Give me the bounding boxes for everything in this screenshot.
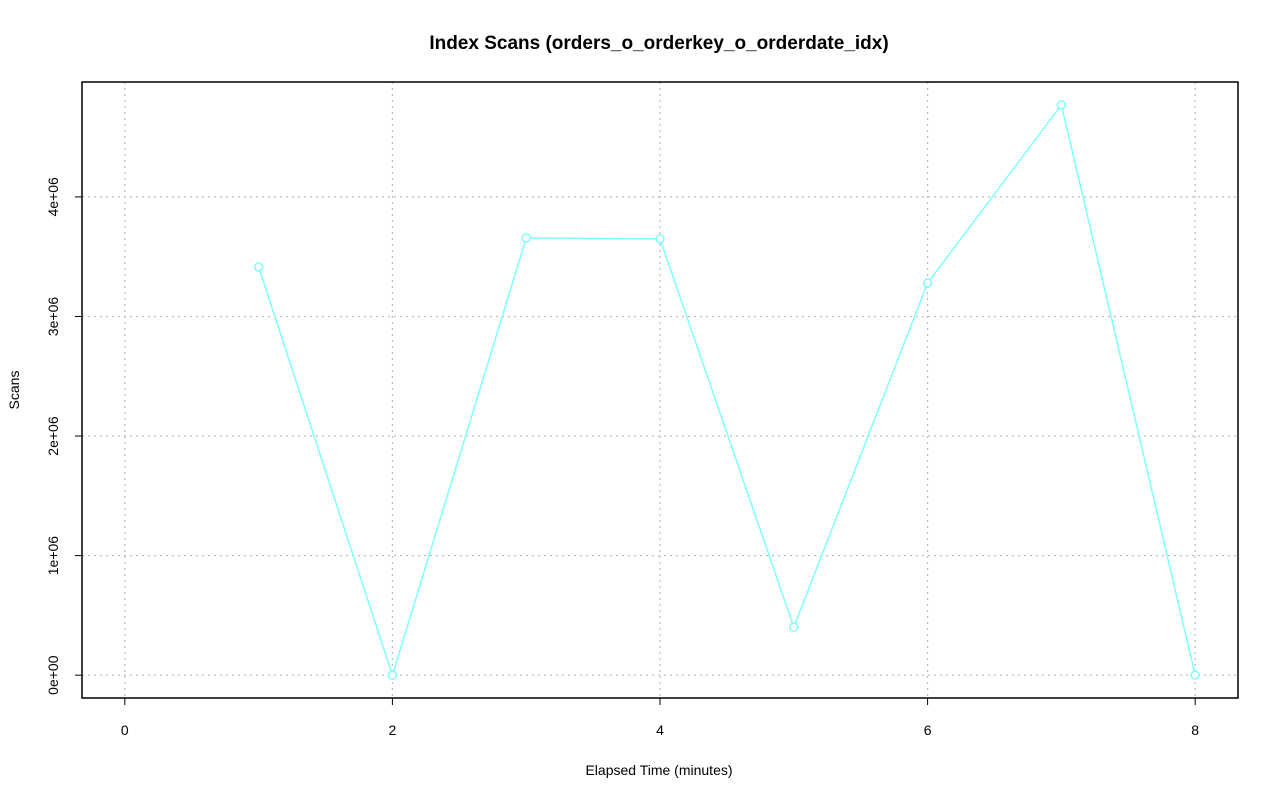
line — [257, 103, 1196, 678]
point — [922, 278, 933, 288]
x-tick-label: 6 — [924, 722, 932, 738]
point — [253, 262, 264, 272]
point — [387, 670, 398, 680]
y-tick-label: 3e+06 — [45, 297, 61, 337]
x-tick-label: 2 — [389, 722, 397, 738]
y-axis-label: Scans — [6, 371, 22, 410]
y-tick-label: 2e+06 — [45, 416, 61, 456]
point — [789, 622, 799, 632]
point — [521, 233, 531, 243]
x-tick-label: 0 — [121, 722, 129, 738]
point — [1190, 670, 1200, 680]
x-axis-label: Elapsed Time (minutes) — [585, 762, 732, 778]
chart-title: Index Scans (orders_o_orderkey_o_orderda… — [429, 33, 888, 54]
point — [655, 234, 665, 244]
x-tick-label: 8 — [1191, 722, 1199, 738]
y-tick-label: 1e+06 — [45, 536, 61, 576]
point — [1056, 100, 1067, 110]
y-tick-label: 4e+06 — [45, 177, 61, 217]
x-tick-label: 4 — [656, 722, 664, 738]
plot-frame — [81, 81, 1239, 699]
y-tick-label: 0e+00 — [45, 655, 61, 695]
